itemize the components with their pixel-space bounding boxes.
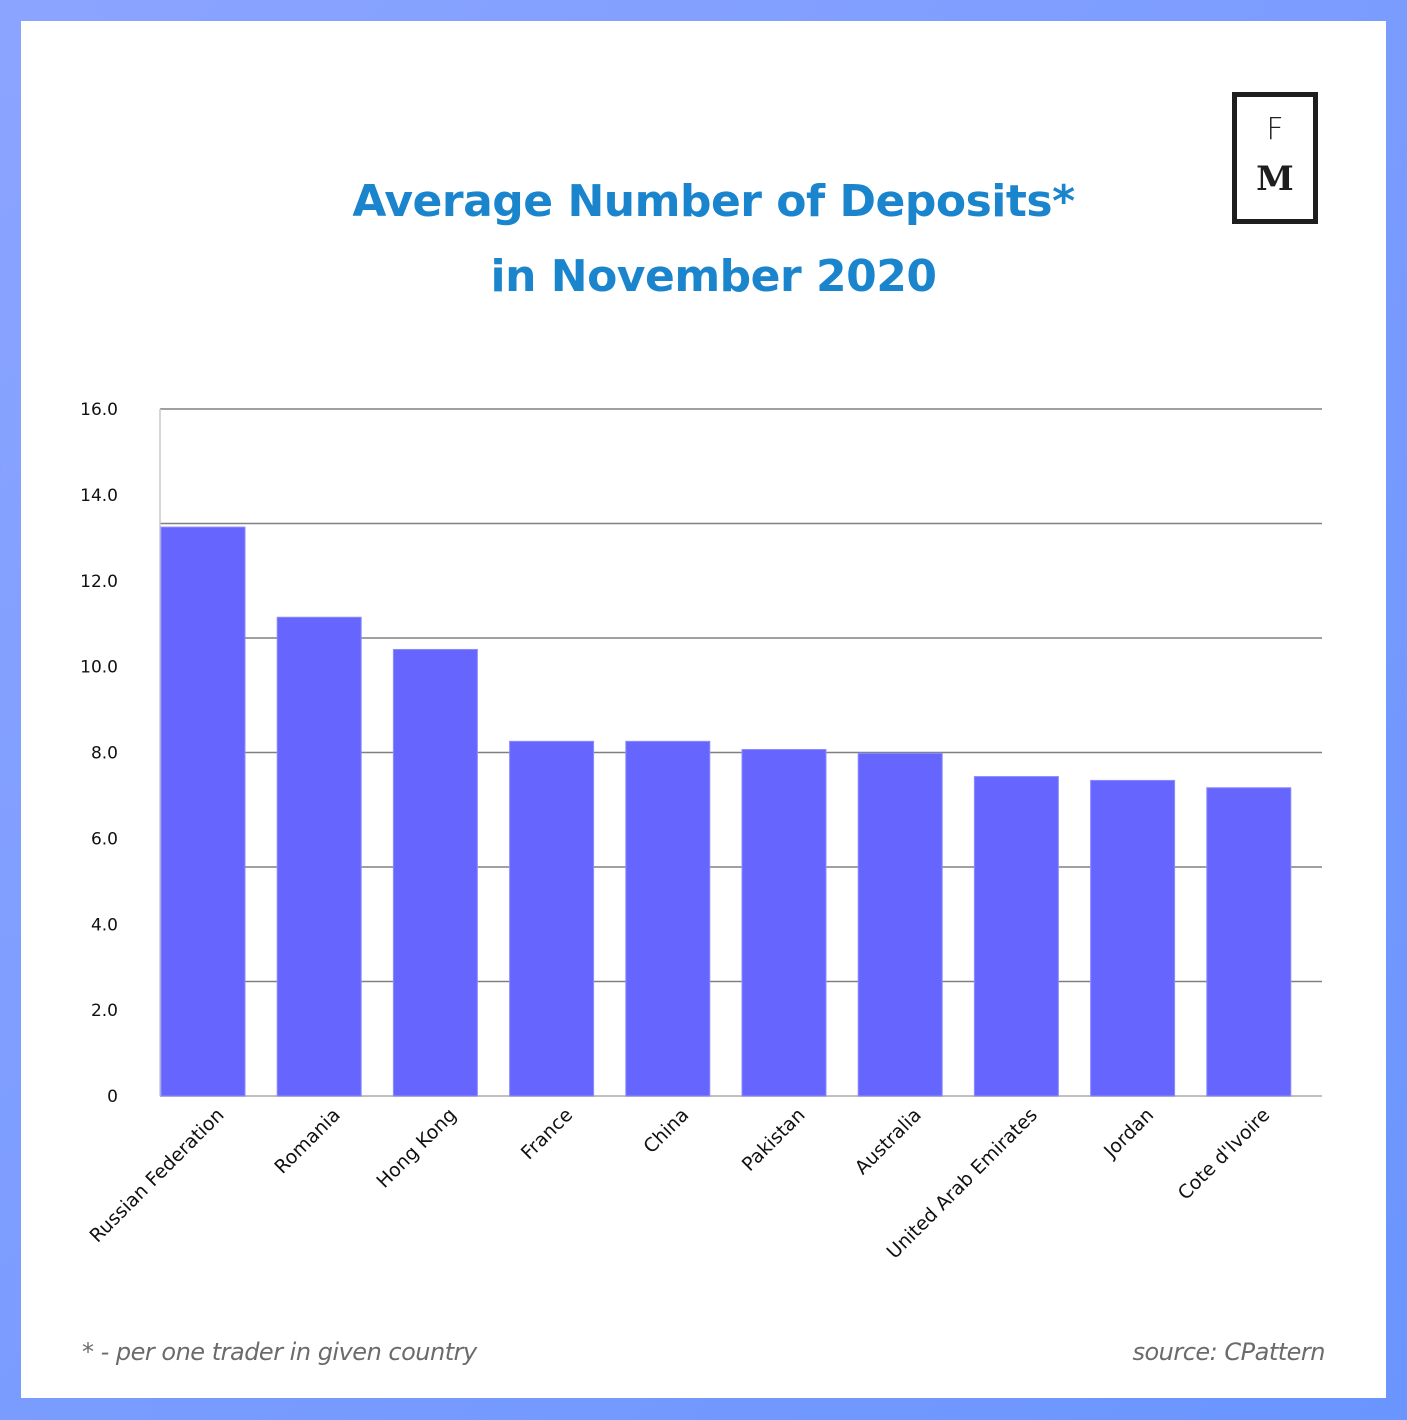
y-tick-label: 4.0 bbox=[91, 915, 118, 935]
x-tick-label: Russian Federation bbox=[85, 1104, 228, 1247]
bar-russian-federation bbox=[160, 526, 246, 1097]
y-tick-label: 2.0 bbox=[91, 1001, 118, 1021]
chart-title-line1: Average Number of Deposits* bbox=[352, 176, 1075, 227]
y-tick-label: 12.0 bbox=[80, 572, 118, 592]
x-tick-label: Cote d'Ivoire bbox=[1174, 1104, 1275, 1205]
bar-australia bbox=[857, 752, 943, 1097]
bar-romania bbox=[276, 616, 362, 1097]
x-tick-label: Romania bbox=[270, 1104, 344, 1178]
bar-jordan bbox=[1090, 779, 1176, 1097]
logo-letter-f: F bbox=[1266, 112, 1284, 147]
bar-united-arab-emirates bbox=[973, 776, 1059, 1097]
chart-card bbox=[21, 21, 1386, 1398]
bar-france bbox=[509, 740, 595, 1097]
y-axis-ticks: 0 2.0 4.0 6.0 8.0 10.0 12.0 14.0 16.0 bbox=[80, 400, 118, 1107]
y-tick-label: 0 bbox=[107, 1087, 118, 1107]
x-tick-label: Jordan bbox=[1099, 1104, 1158, 1163]
bar-china bbox=[625, 740, 711, 1097]
y-tick-label: 16.0 bbox=[80, 400, 118, 420]
footnote: * - per one trader in given country bbox=[82, 1338, 477, 1366]
y-tick-label: 10.0 bbox=[80, 658, 118, 678]
fm-logo: F M bbox=[1232, 92, 1318, 224]
bar-pakistan bbox=[741, 748, 827, 1097]
x-tick-label: Hong Kong bbox=[372, 1104, 461, 1193]
y-tick-label: 6.0 bbox=[91, 829, 118, 849]
y-tick-label: 14.0 bbox=[80, 486, 118, 506]
bars bbox=[160, 526, 1292, 1097]
x-tick-label: France bbox=[517, 1104, 577, 1164]
x-tick-label: China bbox=[639, 1104, 693, 1158]
logo-letter-m: M bbox=[1256, 159, 1294, 199]
y-tick-label: 8.0 bbox=[91, 744, 118, 764]
bar-cote-d-ivoire bbox=[1206, 787, 1292, 1097]
source-note: source: CPattern bbox=[1132, 1338, 1325, 1366]
chart-title-line2: in November 2020 bbox=[490, 251, 937, 302]
x-axis-ticks: Russian Federation Romania Hong Kong France… bbox=[85, 1104, 1274, 1263]
x-tick-label: Pakistan bbox=[738, 1104, 810, 1176]
chart-title: Average Number of Deposits* in November … bbox=[0, 164, 1407, 314]
bar-hong-kong bbox=[392, 648, 478, 1097]
x-tick-label: Australia bbox=[851, 1104, 926, 1179]
